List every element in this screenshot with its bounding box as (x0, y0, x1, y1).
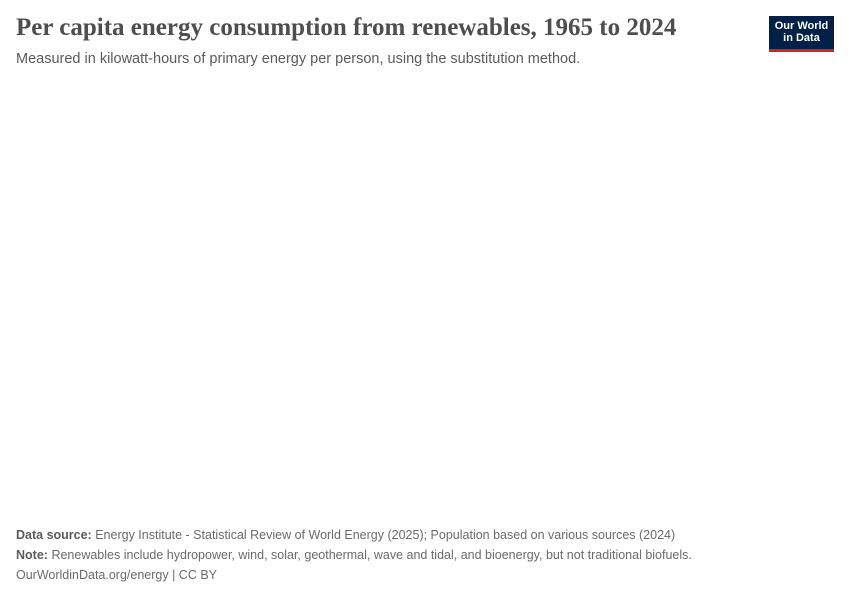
logo-line: Our World (774, 20, 829, 32)
source-text: Energy Institute - Statistical Review of… (95, 528, 676, 542)
source-line: Data source: Energy Institute - Statisti… (16, 528, 675, 542)
note-label: Note: (16, 548, 48, 562)
source-label: Data source: (16, 528, 92, 542)
footer-link[interactable]: OurWorldinData.org/energy | CC BY (16, 568, 218, 582)
note-line: Note: Renewables include hydropower, win… (16, 548, 692, 562)
logo[interactable]: Our World in Data (769, 16, 834, 52)
chart-area (16, 80, 834, 520)
chart-title: Per capita energy consumption from renew… (16, 14, 677, 41)
chart-subtitle: Measured in kilowatt-hours of primary en… (16, 51, 581, 67)
logo-line: in Data (783, 32, 820, 44)
note-text: Renewables include hydropower, wind, sol… (51, 548, 692, 562)
